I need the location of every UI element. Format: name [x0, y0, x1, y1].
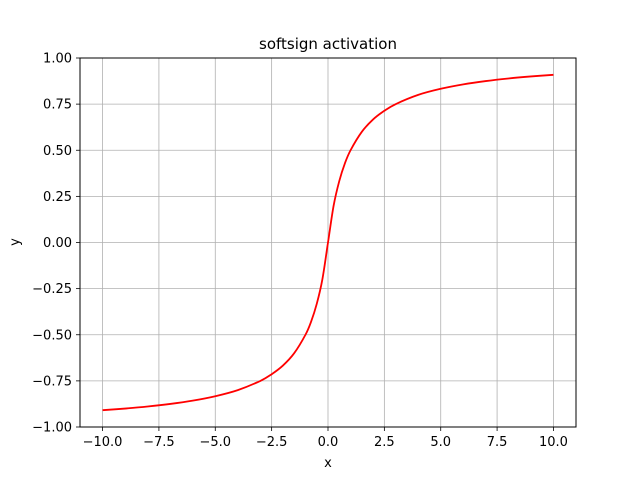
x-axis-label: x — [324, 456, 332, 471]
x-tick-label: −7.5 — [143, 435, 175, 450]
y-tick-label: 0.25 — [43, 190, 72, 205]
y-tick-label: −0.75 — [32, 374, 72, 389]
x-tick-label: 7.5 — [487, 435, 508, 450]
y-tick-label: −0.50 — [32, 328, 72, 343]
x-axis-ticks: −10.0 −7.5 −5.0 −2.5 0.0 2.5 5.0 7.5 10.0 — [83, 427, 568, 450]
y-tick-label: 0.75 — [43, 98, 72, 113]
y-tick-label: −1.00 — [32, 421, 72, 436]
y-axis-label: y — [8, 238, 23, 246]
x-tick-label: 2.5 — [374, 435, 395, 450]
y-tick-label: 1.00 — [43, 52, 72, 67]
x-tick-label: 10.0 — [539, 435, 568, 450]
y-axis-ticks: −1.00 −0.75 −0.50 −0.25 0.00 0.25 0.50 0.75 1.00 — [32, 52, 80, 436]
y-tick-label: 0.50 — [43, 144, 72, 159]
x-tick-label: 0.0 — [318, 435, 339, 450]
plot-series — [102, 73, 554, 412]
x-tick-label: −5.0 — [199, 435, 231, 450]
x-tick-label: 5.0 — [430, 435, 451, 450]
y-tick-label: 0.00 — [43, 236, 72, 251]
x-tick-label: −2.5 — [256, 435, 288, 450]
y-tick-label: −0.25 — [32, 282, 72, 297]
x-tick-label: −10.0 — [83, 435, 123, 450]
chart-title: softsign activation — [259, 35, 397, 53]
softsign-series-line — [102, 73, 554, 412]
